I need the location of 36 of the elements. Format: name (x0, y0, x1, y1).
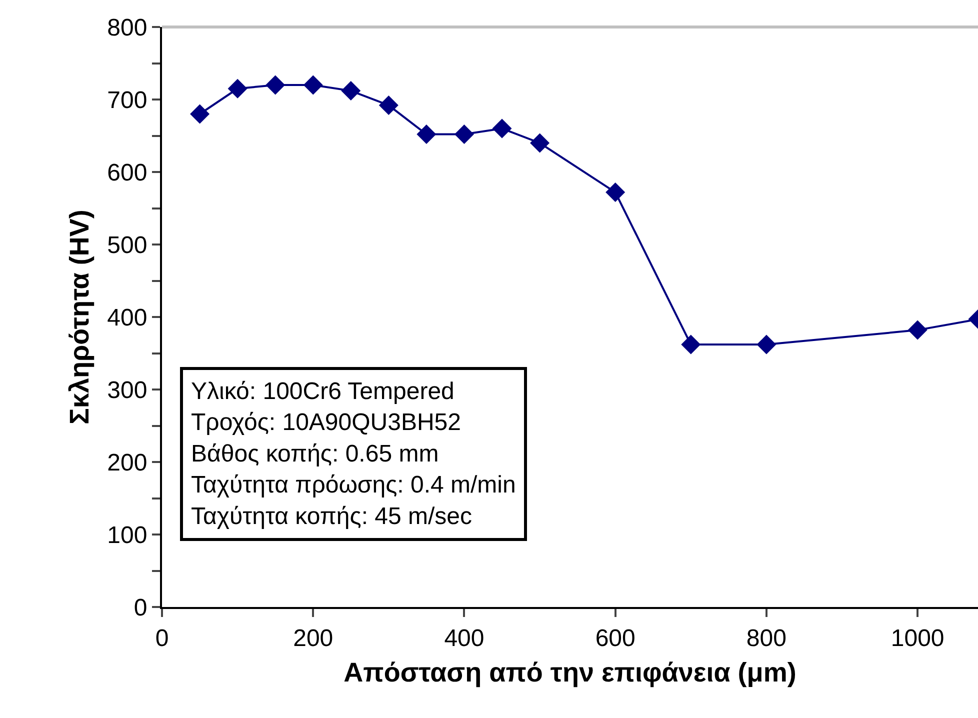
annotation: Ταχύτητα πρόωσης: 0.4 m/min (191, 472, 516, 499)
point (606, 182, 626, 202)
x-tick-label: 800 (746, 624, 786, 652)
y-tick-label: 400 (107, 304, 148, 332)
x-tick-label: 600 (595, 624, 636, 652)
point (908, 320, 928, 340)
annotation: Βάθος κοπής: 0.65 mm (191, 440, 439, 468)
x-tick-label: 200 (293, 624, 334, 652)
y-axis-title: Σκληρότητα (HV) (64, 210, 95, 424)
point (266, 75, 286, 95)
annotation: Υλικό: 100Cr6 Tempered (191, 378, 454, 405)
point (303, 75, 323, 95)
y-tick-label: 500 (107, 232, 148, 259)
point (756, 334, 776, 354)
point (681, 334, 701, 354)
y-tick-label: 300 (107, 376, 148, 404)
x-tick-label: 1000 (890, 624, 944, 652)
point (492, 118, 512, 138)
point (530, 133, 550, 153)
x-tick-label: 400 (444, 624, 484, 652)
x-axis-title: Απόσταση από την επιφάνεια (μm) (344, 658, 796, 688)
y-tick-label: 800 (107, 14, 148, 42)
y-tick-label: 0 (134, 594, 148, 622)
point (378, 96, 398, 116)
y-tick-label: 600 (107, 159, 148, 186)
point (190, 104, 210, 124)
point (454, 124, 474, 144)
x-tick-label: 0 (155, 624, 169, 652)
annotation: Ταχύτητα κοπής: 45 m/sec (191, 502, 472, 530)
y-tick-label: 200 (107, 449, 148, 476)
point (341, 81, 361, 101)
y-tick-label: 100 (107, 522, 148, 549)
y-tick-label: 700 (107, 86, 148, 114)
annotation: Τροχός: 10A90QU3BH52 (191, 409, 461, 436)
point (228, 78, 248, 98)
point (416, 124, 436, 144)
